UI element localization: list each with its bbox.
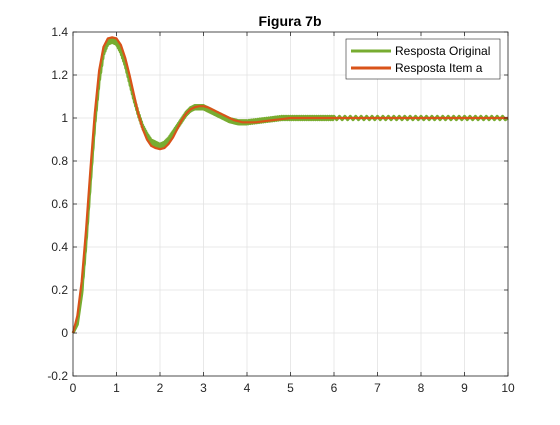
series-layer: [71, 36, 509, 334]
y-tick-label: 0.6: [51, 197, 68, 211]
ticks: 0 1 2 3 4 5 6 7 8 9 10-0.200.20.40.60.811.21.4: [47, 25, 515, 395]
x-tick-label: 1: [113, 381, 120, 395]
y-tick-label: 0.2: [51, 283, 68, 297]
x-tick-label: 0: [70, 381, 77, 395]
y-tick-label: 0: [61, 326, 68, 340]
x-tick-label: 4: [244, 381, 251, 395]
x-tick-label: 8: [418, 381, 425, 395]
y-tick-label: 0.4: [51, 240, 68, 254]
x-tick-label: 2: [157, 381, 164, 395]
x-tick-label: 10: [501, 381, 515, 395]
x-tick-label: 9: [461, 381, 468, 395]
x-tick-label: 5: [287, 381, 294, 395]
y-tick-label: 1.4: [51, 25, 68, 39]
series-line: [71, 36, 508, 334]
y-tick-label: 1.2: [51, 68, 68, 82]
legend: Resposta Original Resposta Item a: [345, 38, 501, 80]
legend-box: [345, 38, 501, 80]
x-tick-label: 3: [200, 381, 207, 395]
legend-label-original: Resposta Original: [395, 44, 490, 58]
y-tick-label: 1: [61, 111, 68, 125]
y-tick-label: -0.2: [47, 369, 68, 383]
x-tick-label: 6: [331, 381, 338, 395]
legend-label-item-a: Resposta Item a: [395, 61, 483, 75]
x-tick-label: 7: [374, 381, 381, 395]
y-tick-label: 0.8: [51, 154, 68, 168]
chart-title: Figura 7b: [258, 13, 321, 29]
